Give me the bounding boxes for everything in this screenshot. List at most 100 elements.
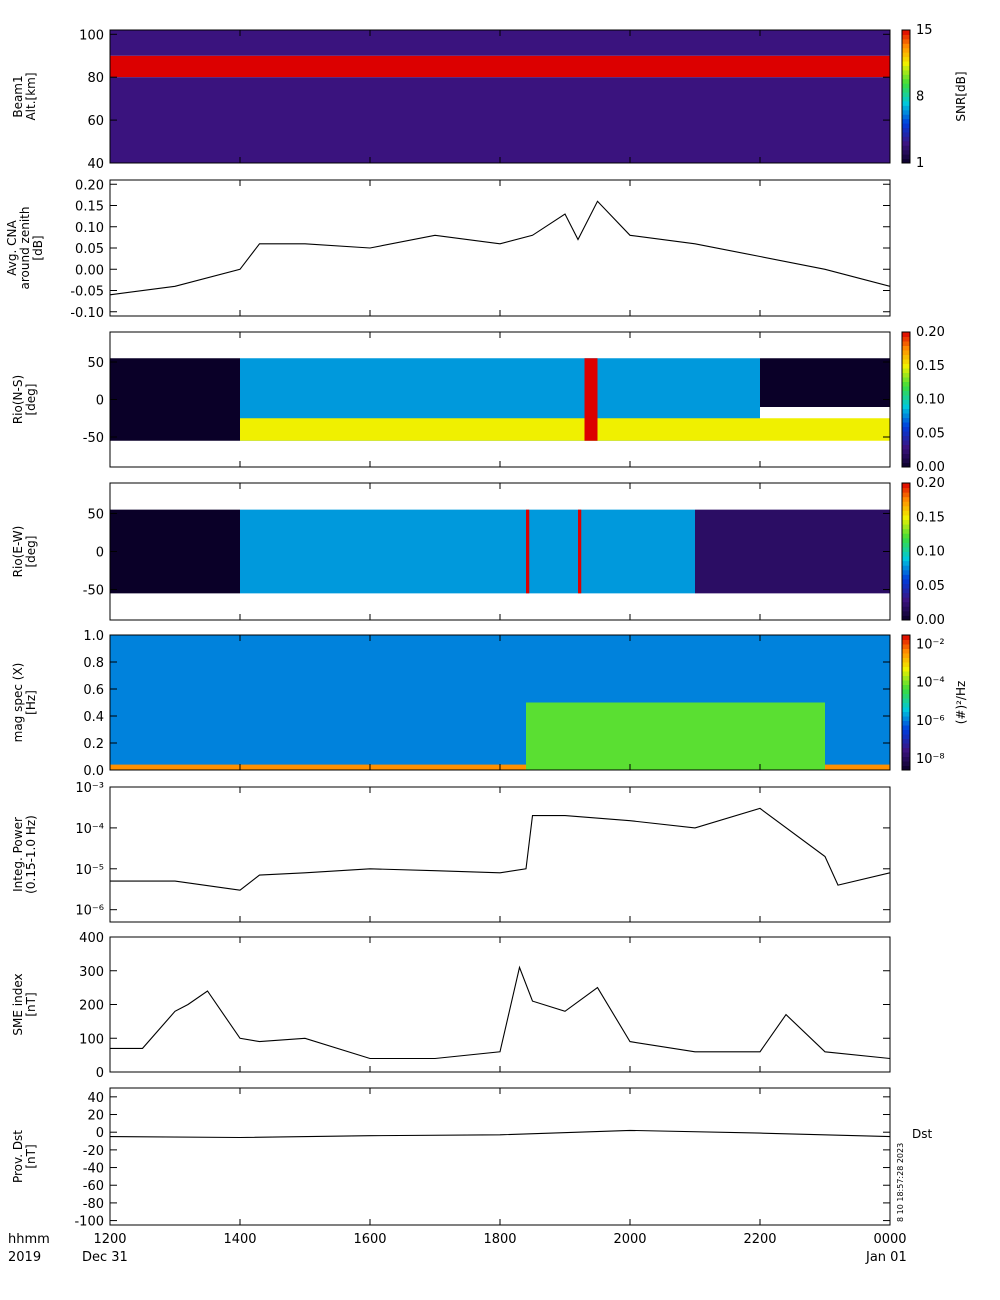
colorbar-segment — [902, 43, 910, 49]
colorbar-segment — [902, 698, 910, 703]
series-line — [109, 200, 891, 296]
colorbar-segment — [902, 653, 910, 658]
y-tick-label: 0.15 — [75, 200, 104, 215]
colorbar-tick-label: 0.15 — [916, 359, 945, 374]
plot-frame — [109, 786, 891, 923]
colorbar-segment — [902, 87, 910, 93]
y-tick-label: 0.6 — [83, 683, 104, 698]
time-tick-label-1200: 1200 — [93, 1232, 126, 1247]
colorbar-segment — [902, 524, 910, 530]
y-tick-label: 0.00 — [75, 263, 104, 278]
colorbar-segment — [902, 449, 910, 454]
colorbar-segment — [902, 92, 910, 97]
y-tick-label: 0.20 — [75, 178, 104, 193]
colorbar-segment — [902, 368, 910, 373]
y-axis-label: Alt.[km] — [24, 72, 38, 120]
colorbar-segment — [902, 56, 910, 62]
panel-4: 0.00 0.05 0.10 0.15 0.20 -50 0 50 Rio(E-W) [deg] — [11, 476, 945, 628]
y-tick-label: -40 — [83, 1162, 104, 1177]
colorbar-frame — [901, 634, 911, 771]
colorbar-segment — [902, 386, 910, 391]
colorbar-segment — [902, 648, 910, 654]
colorbar-segment — [902, 61, 910, 66]
colorbar-segment — [902, 52, 910, 58]
colorbar-segment — [902, 514, 910, 521]
y-tick-label: 100 — [79, 28, 104, 43]
colorbar-segment — [902, 404, 910, 409]
colorbar-segment — [902, 440, 910, 445]
y-axis-label: [deg] — [24, 384, 38, 416]
heatmap-band-2 — [110, 77, 890, 163]
colorbar-segment — [902, 720, 910, 726]
colorbar-segment — [902, 565, 910, 571]
colorbar-tick-label: 0.20 — [916, 476, 945, 491]
time-tick-label-1600: 1600 — [353, 1232, 386, 1247]
colorbar-segment — [902, 533, 910, 539]
heatmap-band-2 — [240, 509, 695, 594]
colorbar-segment — [902, 505, 910, 511]
plot-frame — [109, 179, 891, 317]
colorbar-segment — [902, 413, 910, 418]
colorbar-segment — [902, 601, 910, 607]
colorbar-segment — [902, 483, 910, 489]
y-tick-label: 50 — [87, 356, 104, 371]
y-tick-label: 10⁻³ — [75, 781, 104, 796]
colorbar: 10⁻⁸ 10⁻⁶ 10⁻⁴ 10⁻² (#)²/Hz — [901, 634, 968, 771]
y-axis-label: Rio(E-W) — [11, 526, 25, 578]
colorbar-segment — [902, 680, 910, 685]
colorbar-segment — [902, 675, 910, 681]
colorbar-segment — [902, 417, 910, 423]
y-tick-label: 1.0 — [83, 629, 104, 644]
y-tick-label: 200 — [79, 999, 104, 1014]
y-tick-label: 0.4 — [83, 710, 104, 725]
colorbar-segment — [902, 684, 910, 690]
colorbar-segment — [902, 69, 910, 75]
panel-5: 10⁻⁸ 10⁻⁶ 10⁻⁴ 10⁻² (#)²/Hz 0.0 0.2 0.4 0.6 0.8 1.… — [11, 629, 968, 779]
colorbar-segment — [902, 635, 910, 640]
colorbar-segment — [902, 30, 910, 35]
y-tick-label: -100 — [74, 1215, 104, 1230]
colorbar-segment — [902, 336, 910, 342]
colorbar: 0.00 0.05 0.10 0.15 0.20 — [901, 476, 945, 628]
y-tick-label: 0 — [96, 1066, 104, 1081]
series-line — [110, 807, 891, 891]
colorbar-segment — [902, 569, 910, 575]
colorbar-segment — [902, 350, 910, 355]
colorbar-segment — [902, 644, 910, 649]
colorbar-segment — [902, 96, 910, 102]
colorbar-segment — [902, 145, 910, 151]
heatmap-band-5 — [760, 358, 890, 407]
heatmap-band-1 — [110, 55, 890, 78]
colorbar-segment — [902, 158, 910, 164]
colorbar-segment — [902, 399, 910, 405]
y-tick-label: -80 — [83, 1197, 104, 1212]
y-tick-label: 400 — [79, 931, 104, 946]
y-tick-label: 100 — [79, 1032, 104, 1047]
colorbar-tick-label: 1 — [916, 156, 924, 171]
colorbar-segment — [902, 109, 910, 115]
plot-frame — [109, 1087, 891, 1226]
colorbar-tick-label: 10⁻⁸ — [916, 752, 945, 767]
colorbar-segment — [902, 426, 910, 432]
y-axis-label: Rio(N-S) — [11, 375, 25, 424]
y-axis-label: (0.15-1.0 Hz) — [24, 815, 38, 894]
y-tick-label: 40 — [87, 1091, 104, 1106]
colorbar-segment — [902, 341, 910, 346]
colorbar-segment — [902, 734, 910, 739]
colorbar-segment — [902, 578, 910, 584]
colorbar: 0.00 0.05 0.10 0.15 0.20 — [901, 325, 945, 475]
colorbar-segment — [902, 154, 910, 160]
y-tick-label: 0.10 — [75, 221, 104, 236]
colorbar-frame — [901, 29, 911, 164]
y-axis-label: SME index — [11, 973, 25, 1035]
colorbar-segment — [902, 510, 910, 516]
date-label-end: Jan 01 — [865, 1250, 907, 1265]
colorbar-segment — [902, 716, 910, 721]
colorbar-segment — [902, 693, 910, 699]
colorbar-segment — [902, 639, 910, 645]
time-tick-label-1400: 1400 — [223, 1232, 256, 1247]
colorbar-tick-label: 0.20 — [916, 325, 945, 340]
colorbar-segment — [902, 501, 910, 507]
colorbar-segment — [902, 83, 910, 89]
